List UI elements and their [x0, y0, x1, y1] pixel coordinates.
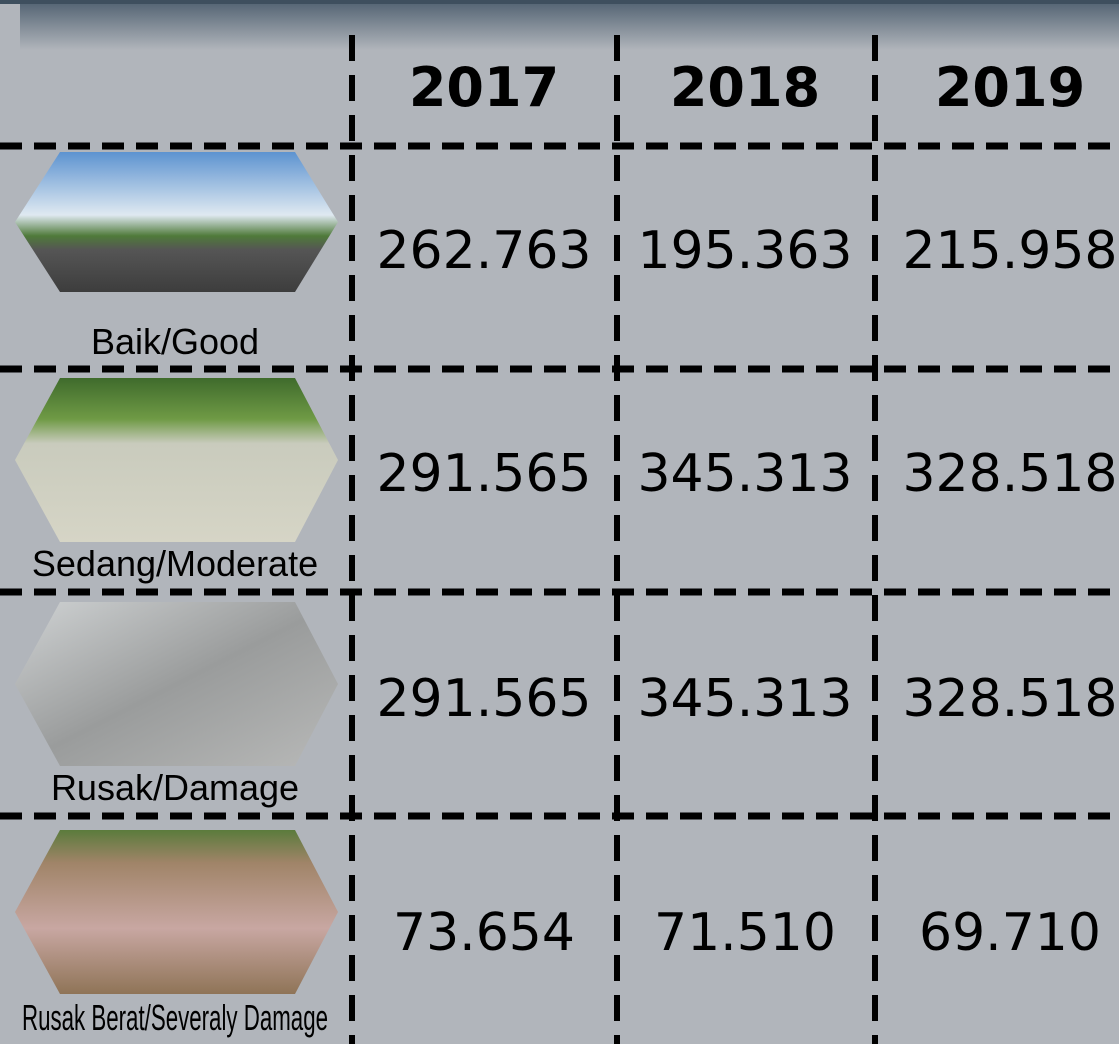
length-value: 291.565 [376, 669, 591, 729]
length-value: 195.363 [637, 221, 852, 281]
length-value: 345.313 [637, 669, 852, 729]
condition-label: Sedang/Moderate [32, 543, 318, 584]
road-photo [15, 830, 338, 994]
road-photo [15, 602, 338, 766]
infographic-table: 2017 2018 2019 Baik/Good 262.763 195.363 215.9… [0, 0, 1119, 1044]
length-value: 262.763 [376, 221, 591, 281]
length-value: 71.510 [654, 903, 836, 963]
length-value: 328.518 [902, 669, 1117, 729]
top-band [20, 0, 1119, 50]
length-value: 215.958 [902, 221, 1117, 281]
length-value: 345.313 [637, 444, 852, 504]
condition-label: Rusak/Damage [51, 767, 299, 808]
year-header: 2017 [409, 56, 559, 119]
road-photo [15, 152, 338, 292]
length-value: 69.710 [919, 903, 1101, 963]
top-edge [0, 0, 1119, 4]
road-photo [15, 378, 338, 542]
length-value: 73.654 [393, 903, 575, 963]
condition-label: Baik/Good [91, 321, 259, 362]
length-value: 328.518 [902, 444, 1117, 504]
length-value: 291.565 [376, 444, 591, 504]
year-header: 2018 [670, 56, 820, 119]
year-header: 2019 [935, 56, 1085, 119]
condition-label: Rusak Berat/Severaly Damage [22, 997, 328, 1038]
